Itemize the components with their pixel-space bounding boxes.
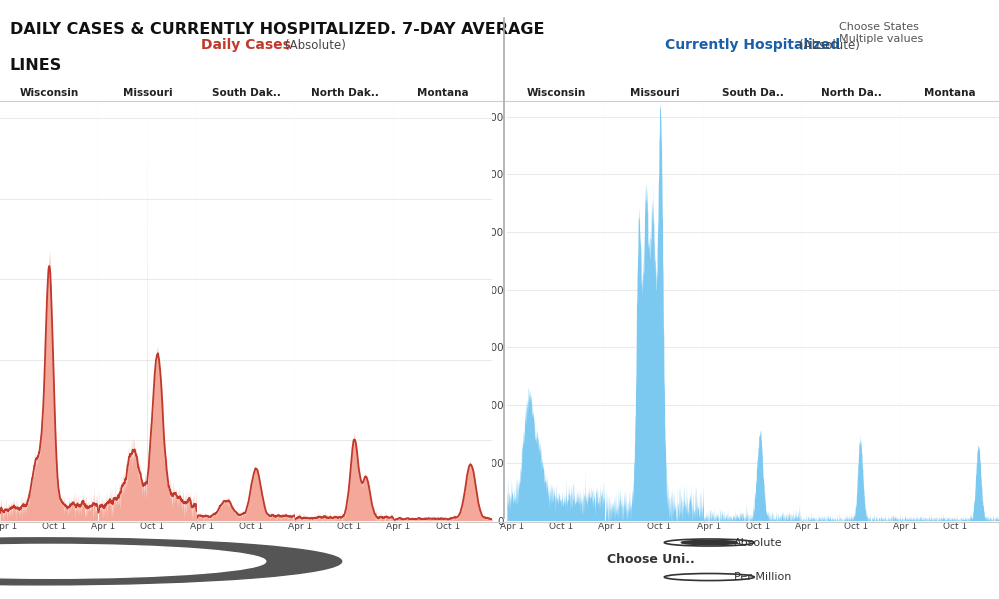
- Text: Wisconsin: Wisconsin: [526, 88, 585, 98]
- Circle shape: [0, 544, 266, 578]
- Text: Wisconsin: Wisconsin: [20, 88, 79, 98]
- Text: South Dak..: South Dak..: [212, 88, 281, 98]
- Text: LINES: LINES: [10, 59, 62, 74]
- Text: Montana: Montana: [418, 88, 469, 98]
- Text: The COVID: The COVID: [95, 541, 151, 550]
- Text: Absolute: Absolute: [734, 537, 783, 547]
- Text: (Absolute): (Absolute): [286, 39, 347, 52]
- Text: Missouri: Missouri: [629, 88, 679, 98]
- Text: DAILY CASES & CURRENTLY HOSPITALIZED. 7-DAY AVERAGE: DAILY CASES & CURRENTLY HOSPITALIZED. 7-…: [10, 22, 544, 37]
- Text: (Absolute): (Absolute): [799, 39, 860, 52]
- Circle shape: [0, 538, 342, 585]
- Text: Per Million: Per Million: [734, 572, 791, 582]
- Text: Daily Cases: Daily Cases: [201, 38, 291, 52]
- Text: Missouri: Missouri: [123, 88, 173, 98]
- Text: South Da..: South Da..: [722, 88, 784, 98]
- Text: North Dak..: North Dak..: [311, 88, 379, 98]
- Text: Tracking Project: Tracking Project: [95, 569, 178, 579]
- Text: North Da..: North Da..: [821, 88, 882, 98]
- Text: Currently Hospitalized: Currently Hospitalized: [665, 38, 840, 52]
- Text: Choose States
Multiple values: Choose States Multiple values: [839, 22, 923, 44]
- Text: Choose Uni..: Choose Uni..: [606, 553, 694, 566]
- Text: Montana: Montana: [924, 88, 976, 98]
- Circle shape: [681, 540, 737, 544]
